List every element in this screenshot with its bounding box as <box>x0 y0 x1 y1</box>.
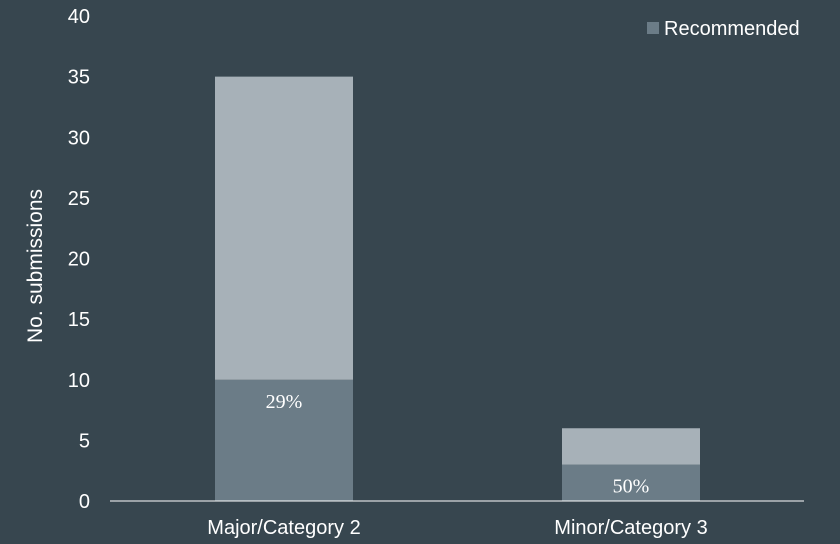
y-tick-label: 30 <box>68 127 90 149</box>
x-category-label: Major/Category 2 <box>207 517 360 539</box>
y-axis-label: No. submissions <box>24 189 47 343</box>
y-axis-ticks: 0 5 10 15 20 25 30 35 40 <box>68 6 90 513</box>
y-tick-label: 20 <box>68 249 90 271</box>
y-tick-label: 40 <box>68 6 90 28</box>
y-tick-label: 25 <box>68 188 90 210</box>
bar-segment-recommended <box>562 464 700 501</box>
bars <box>215 76 700 501</box>
legend-swatch-recommended <box>647 22 659 34</box>
y-tick-label: 10 <box>68 370 90 392</box>
y-tick-label: 0 <box>79 491 90 513</box>
y-tick-label: 5 <box>79 430 90 452</box>
x-category-label: Minor/Category 3 <box>554 517 707 539</box>
y-tick-label: 35 <box>68 67 90 89</box>
bar-segment-remaining <box>562 428 700 465</box>
y-tick-label: 15 <box>68 309 90 331</box>
percent-labels: 29% 50% <box>266 391 650 498</box>
bar-segment-recommended <box>215 379 353 501</box>
bar-percent-label: 29% <box>266 391 303 413</box>
legend: Recommended <box>647 18 800 40</box>
legend-label-recommended: Recommended <box>664 18 800 40</box>
bar-percent-label: 50% <box>613 476 650 498</box>
bar-segment-remaining <box>215 76 353 380</box>
x-axis-category-labels: Major/Category 2 Minor/Category 3 <box>207 517 707 539</box>
